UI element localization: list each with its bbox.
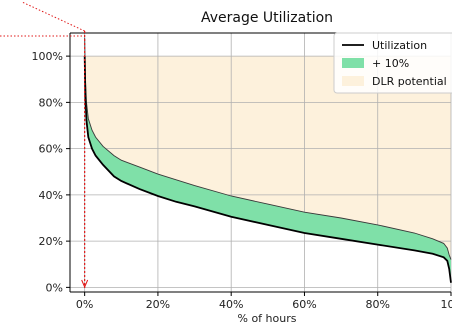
- x-tick-label: 60%: [292, 298, 316, 311]
- legend-label: DLR potential: [372, 75, 447, 88]
- x-tick-label: 40%: [219, 298, 243, 311]
- legend-label: Utilization: [372, 39, 427, 52]
- y-tick-label: 20%: [39, 235, 63, 248]
- x-tick-label: 20%: [146, 298, 170, 311]
- reference-arrow: [81, 279, 89, 289]
- y-tick-label: 60%: [39, 143, 63, 156]
- y-tick-label: 100%: [32, 50, 63, 63]
- utilization-line: [83, 56, 452, 283]
- y-tick-label: 40%: [39, 189, 63, 202]
- dlr-potential-area: [84, 56, 451, 260]
- chart-title: Average Utilization: [201, 10, 333, 26]
- legend-swatch-band: [342, 58, 364, 68]
- x-tick-label: 80%: [366, 298, 390, 311]
- x-tick-label: 0%: [76, 298, 93, 311]
- legend-swatch-dlr: [342, 76, 364, 86]
- y-tick-label: 80%: [39, 96, 63, 109]
- reference-connector: [21, 1, 85, 32]
- legend-label: + 10%: [372, 57, 409, 70]
- x-axis-title: % of hours: [238, 312, 297, 325]
- x-tick-label: 100: [441, 298, 452, 311]
- plus-10-percent-edge: [84, 37, 452, 260]
- y-tick-label: 0%: [46, 281, 63, 294]
